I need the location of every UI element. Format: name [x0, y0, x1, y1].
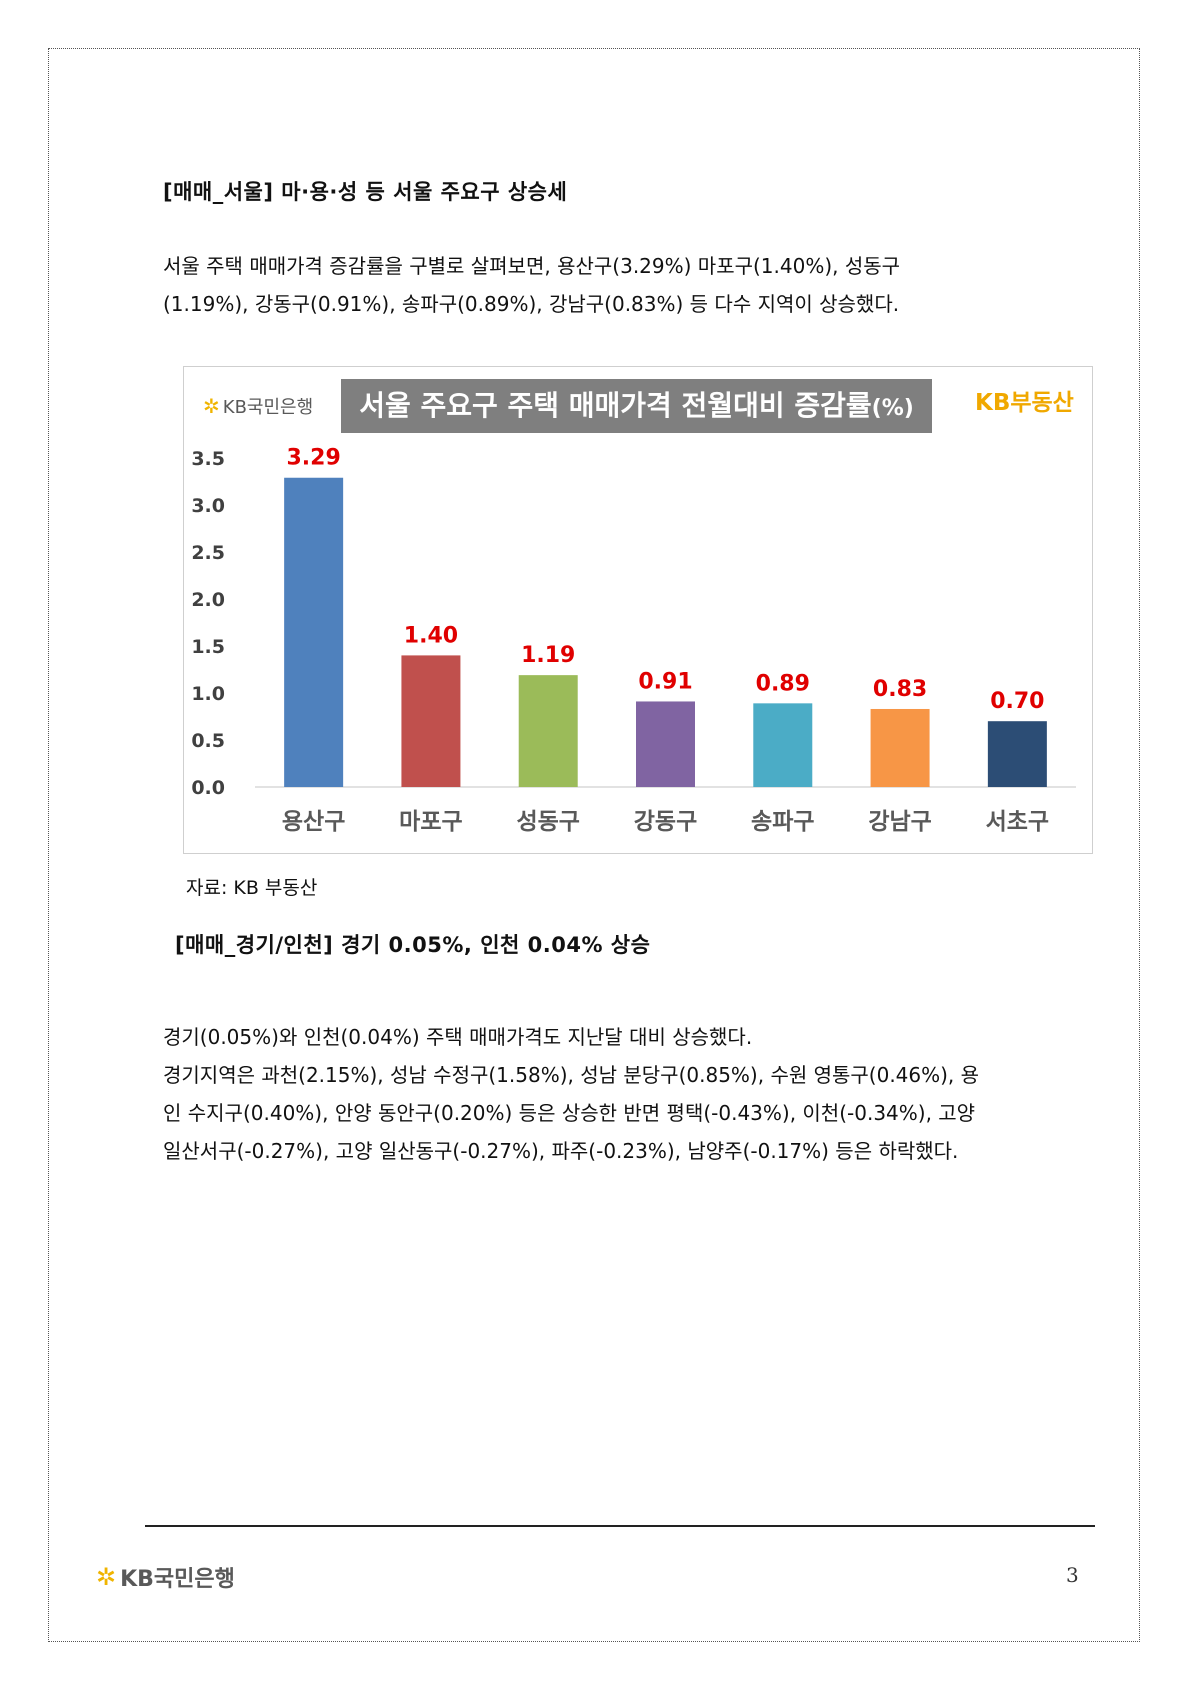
bar: [753, 703, 813, 787]
kb-star-icon: ✲: [96, 1563, 117, 1591]
y-tick-label: 2.5: [191, 542, 225, 564]
gyeonggi-paragraph: 경기(0.05%)와 인천(0.04%) 주택 매매가격도 지난달 대비 상승했…: [163, 1018, 1086, 1170]
data-label: 0.89: [756, 671, 810, 696]
chart-kb-logo: ✲ KB국민은행: [203, 393, 313, 419]
paragraph-line: 인 수지구(0.40%), 안양 동안구(0.20%) 등은 상승한 반면 평택…: [163, 1101, 976, 1125]
y-tick-label: 0.0: [191, 777, 225, 799]
data-label: 3.29: [287, 446, 341, 471]
data-label: 0.70: [990, 689, 1044, 714]
footer-kb-logo: ✲ KB국민은행: [96, 1561, 235, 1593]
x-category-label: 송파구: [751, 809, 814, 835]
section-heading-seoul: [매매_서울] 마·용·성 등 서울 주요구 상승세: [163, 180, 568, 204]
y-tick-label: 0.5: [191, 730, 225, 752]
source-note: 자료: KB 부동산: [186, 877, 318, 899]
bar: [518, 675, 578, 787]
kb-logo-text: KB국민은행: [222, 397, 314, 418]
data-label: 0.91: [638, 669, 692, 694]
page-border: [48, 48, 1140, 1642]
data-label: 0.83: [873, 677, 927, 702]
bar-chart: 0.0 0.5 1.0 1.5 2.0 2.5 3.0 3.5 3.29 용산구 1.40 마포구 1.…: [191, 446, 1076, 835]
bar: [401, 655, 461, 787]
bar: [870, 708, 930, 787]
y-tick-label: 1.5: [191, 636, 225, 658]
paragraph-line: 경기지역은 과천(2.15%), 성남 수정구(1.58%), 성남 분당구(0…: [163, 1063, 980, 1087]
chart-title-unit: (%): [871, 396, 914, 421]
data-label: 1.40: [404, 623, 458, 648]
y-tick-label: 3.0: [191, 495, 225, 517]
chart-title-text: 서울 주요구 주택 매매가격 전월대비 증감률: [359, 389, 872, 422]
paragraph-line: (1.19%), 강동구(0.91%), 송파구(0.89%), 강남구(0.8…: [163, 292, 900, 316]
seoul-paragraph: 서울 주택 매매가격 증감률을 구별로 살펴보면, 용산구(3.29%) 마포구…: [163, 247, 1086, 323]
x-category-label: 성동구: [516, 809, 579, 835]
x-category-label: 용산구: [282, 809, 345, 835]
paragraph-line: 서울 주택 매매가격 증감률을 구별로 살펴보면, 용산구(3.29%) 마포구…: [163, 254, 901, 278]
x-category-label: 강동구: [634, 809, 697, 835]
section-heading-gyeonggi: [매매_경기/인천] 경기 0.05%, 인천 0.04% 상승: [175, 933, 651, 957]
x-category-label: 강남구: [868, 809, 931, 835]
kb-logo-text: KB국민은행: [120, 1567, 235, 1592]
y-tick-label: 2.0: [191, 589, 225, 611]
paragraph-line: 일산서구(-0.27%), 고양 일산동구(-0.27%), 파주(-0.23%…: [163, 1139, 959, 1163]
page-number: 3: [1066, 1563, 1079, 1587]
kb-realestate-brand: KB부동산: [975, 390, 1074, 416]
x-category-label: 서초구: [986, 809, 1049, 835]
paragraph-line: 경기(0.05%)와 인천(0.04%) 주택 매매가격도 지난달 대비 상승했…: [163, 1025, 753, 1049]
kb-star-icon: ✲: [203, 394, 220, 418]
chart-title: 서울 주요구 주택 매매가격 전월대비 증감률(%): [341, 379, 932, 433]
bar: [636, 701, 695, 787]
y-tick-label: 1.0: [191, 683, 225, 705]
y-tick-label: 3.5: [191, 448, 225, 470]
footer-divider: [145, 1525, 1095, 1527]
bar: [284, 477, 344, 787]
data-label: 1.19: [521, 643, 575, 668]
bar: [987, 721, 1047, 787]
x-category-label: 마포구: [399, 809, 462, 835]
